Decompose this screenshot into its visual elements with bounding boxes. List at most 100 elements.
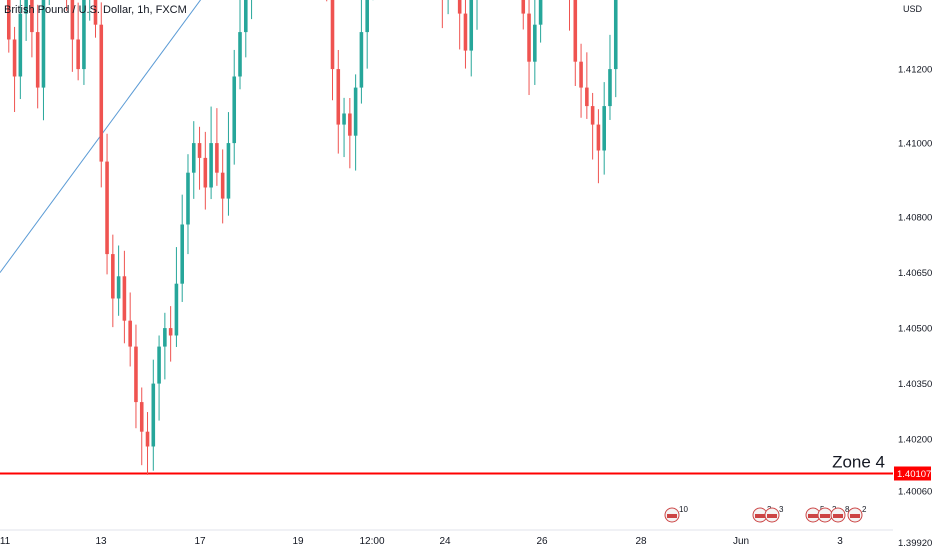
candle[interactable]	[585, 52, 589, 119]
candle-body[interactable]	[13, 39, 17, 76]
candle[interactable]	[180, 195, 184, 302]
candle-body[interactable]	[186, 173, 190, 225]
candle[interactable]	[458, 0, 462, 49]
candle[interactable]	[331, 0, 335, 100]
candle[interactable]	[446, 0, 450, 14]
candle[interactable]	[521, 0, 525, 29]
candle[interactable]	[140, 387, 144, 465]
candle-body[interactable]	[527, 14, 531, 62]
candle[interactable]	[608, 35, 612, 120]
candle[interactable]	[192, 121, 196, 199]
candle-body[interactable]	[342, 113, 346, 124]
candle-body[interactable]	[232, 76, 236, 143]
candle-body[interactable]	[539, 0, 543, 25]
candle[interactable]	[325, 0, 329, 1]
candle[interactable]	[539, 0, 543, 43]
candle-body[interactable]	[180, 224, 184, 283]
event-flag-icon[interactable]: 10	[665, 505, 688, 522]
candle-body[interactable]	[105, 162, 109, 255]
candle-body[interactable]	[360, 32, 364, 87]
candle[interactable]	[238, 0, 242, 89]
candle-body[interactable]	[76, 39, 80, 69]
candle-body[interactable]	[238, 32, 242, 76]
candle[interactable]	[597, 109, 601, 183]
candle-body[interactable]	[36, 32, 40, 87]
candle[interactable]	[348, 98, 352, 168]
candle-body[interactable]	[585, 88, 589, 107]
candle[interactable]	[591, 93, 595, 160]
candle[interactable]	[42, 0, 46, 120]
candle-body[interactable]	[169, 328, 173, 335]
price-axis[interactable]	[893, 0, 932, 530]
candle[interactable]	[186, 154, 190, 254]
candle-body[interactable]	[123, 276, 127, 320]
candle-body[interactable]	[140, 402, 144, 432]
candle[interactable]	[365, 0, 369, 69]
candle-body[interactable]	[579, 62, 583, 88]
candle-body[interactable]	[221, 173, 225, 199]
candle[interactable]	[602, 82, 606, 175]
candle[interactable]	[111, 235, 115, 328]
candle-body[interactable]	[198, 143, 202, 158]
candle-body[interactable]	[128, 321, 132, 347]
candle-body[interactable]	[458, 0, 462, 14]
candle-body[interactable]	[365, 0, 369, 32]
candle[interactable]	[134, 325, 138, 429]
candle-body[interactable]	[336, 69, 340, 125]
candle-body[interactable]	[192, 143, 196, 173]
candle[interactable]	[573, 0, 577, 86]
candle-body[interactable]	[175, 284, 179, 336]
candle-body[interactable]	[602, 106, 606, 150]
candle[interactable]	[169, 306, 173, 362]
candle[interactable]	[128, 292, 132, 366]
candle[interactable]	[198, 127, 202, 190]
candle[interactable]	[123, 251, 127, 344]
candle-body[interactable]	[244, 0, 248, 32]
candle-body[interactable]	[99, 25, 103, 162]
candle[interactable]	[342, 98, 346, 157]
candle-body[interactable]	[597, 125, 601, 151]
candle[interactable]	[360, 0, 364, 104]
candle-body[interactable]	[19, 14, 23, 77]
candle-body[interactable]	[614, 0, 618, 69]
candle[interactable]	[221, 149, 225, 223]
candle-body[interactable]	[157, 347, 161, 384]
candle-body[interactable]	[354, 88, 358, 136]
candle[interactable]	[99, 2, 103, 187]
candle-body[interactable]	[348, 113, 352, 135]
candle[interactable]	[105, 134, 109, 275]
candle-body[interactable]	[111, 254, 115, 298]
candle[interactable]	[163, 313, 167, 380]
candle[interactable]	[209, 107, 213, 200]
candle[interactable]	[244, 0, 248, 57]
candle[interactable]	[227, 112, 231, 216]
candle[interactable]	[441, 0, 445, 28]
candle[interactable]	[13, 27, 17, 112]
candle-body[interactable]	[134, 347, 138, 403]
candle-body[interactable]	[204, 158, 208, 188]
candle[interactable]	[175, 247, 179, 347]
candle-body[interactable]	[209, 143, 213, 187]
candle[interactable]	[146, 412, 150, 475]
candle[interactable]	[232, 50, 236, 165]
candle-body[interactable]	[163, 328, 167, 347]
candle[interactable]	[475, 0, 479, 30]
candle[interactable]	[117, 245, 121, 315]
candles-layer[interactable]	[7, 0, 664, 475]
candle[interactable]	[36, 5, 40, 109]
candle-body[interactable]	[533, 25, 537, 62]
candle[interactable]	[527, 0, 531, 95]
candle[interactable]	[336, 50, 340, 154]
candle[interactable]	[354, 74, 358, 170]
candle-body[interactable]	[227, 143, 231, 199]
candle-body[interactable]	[521, 0, 525, 14]
candle-body[interactable]	[215, 143, 219, 173]
candle-body[interactable]	[608, 69, 612, 106]
candle-body[interactable]	[146, 432, 150, 447]
candle[interactable]	[469, 0, 473, 76]
candle-body[interactable]	[469, 0, 473, 51]
candle[interactable]	[533, 0, 537, 85]
candle-body[interactable]	[591, 106, 595, 125]
